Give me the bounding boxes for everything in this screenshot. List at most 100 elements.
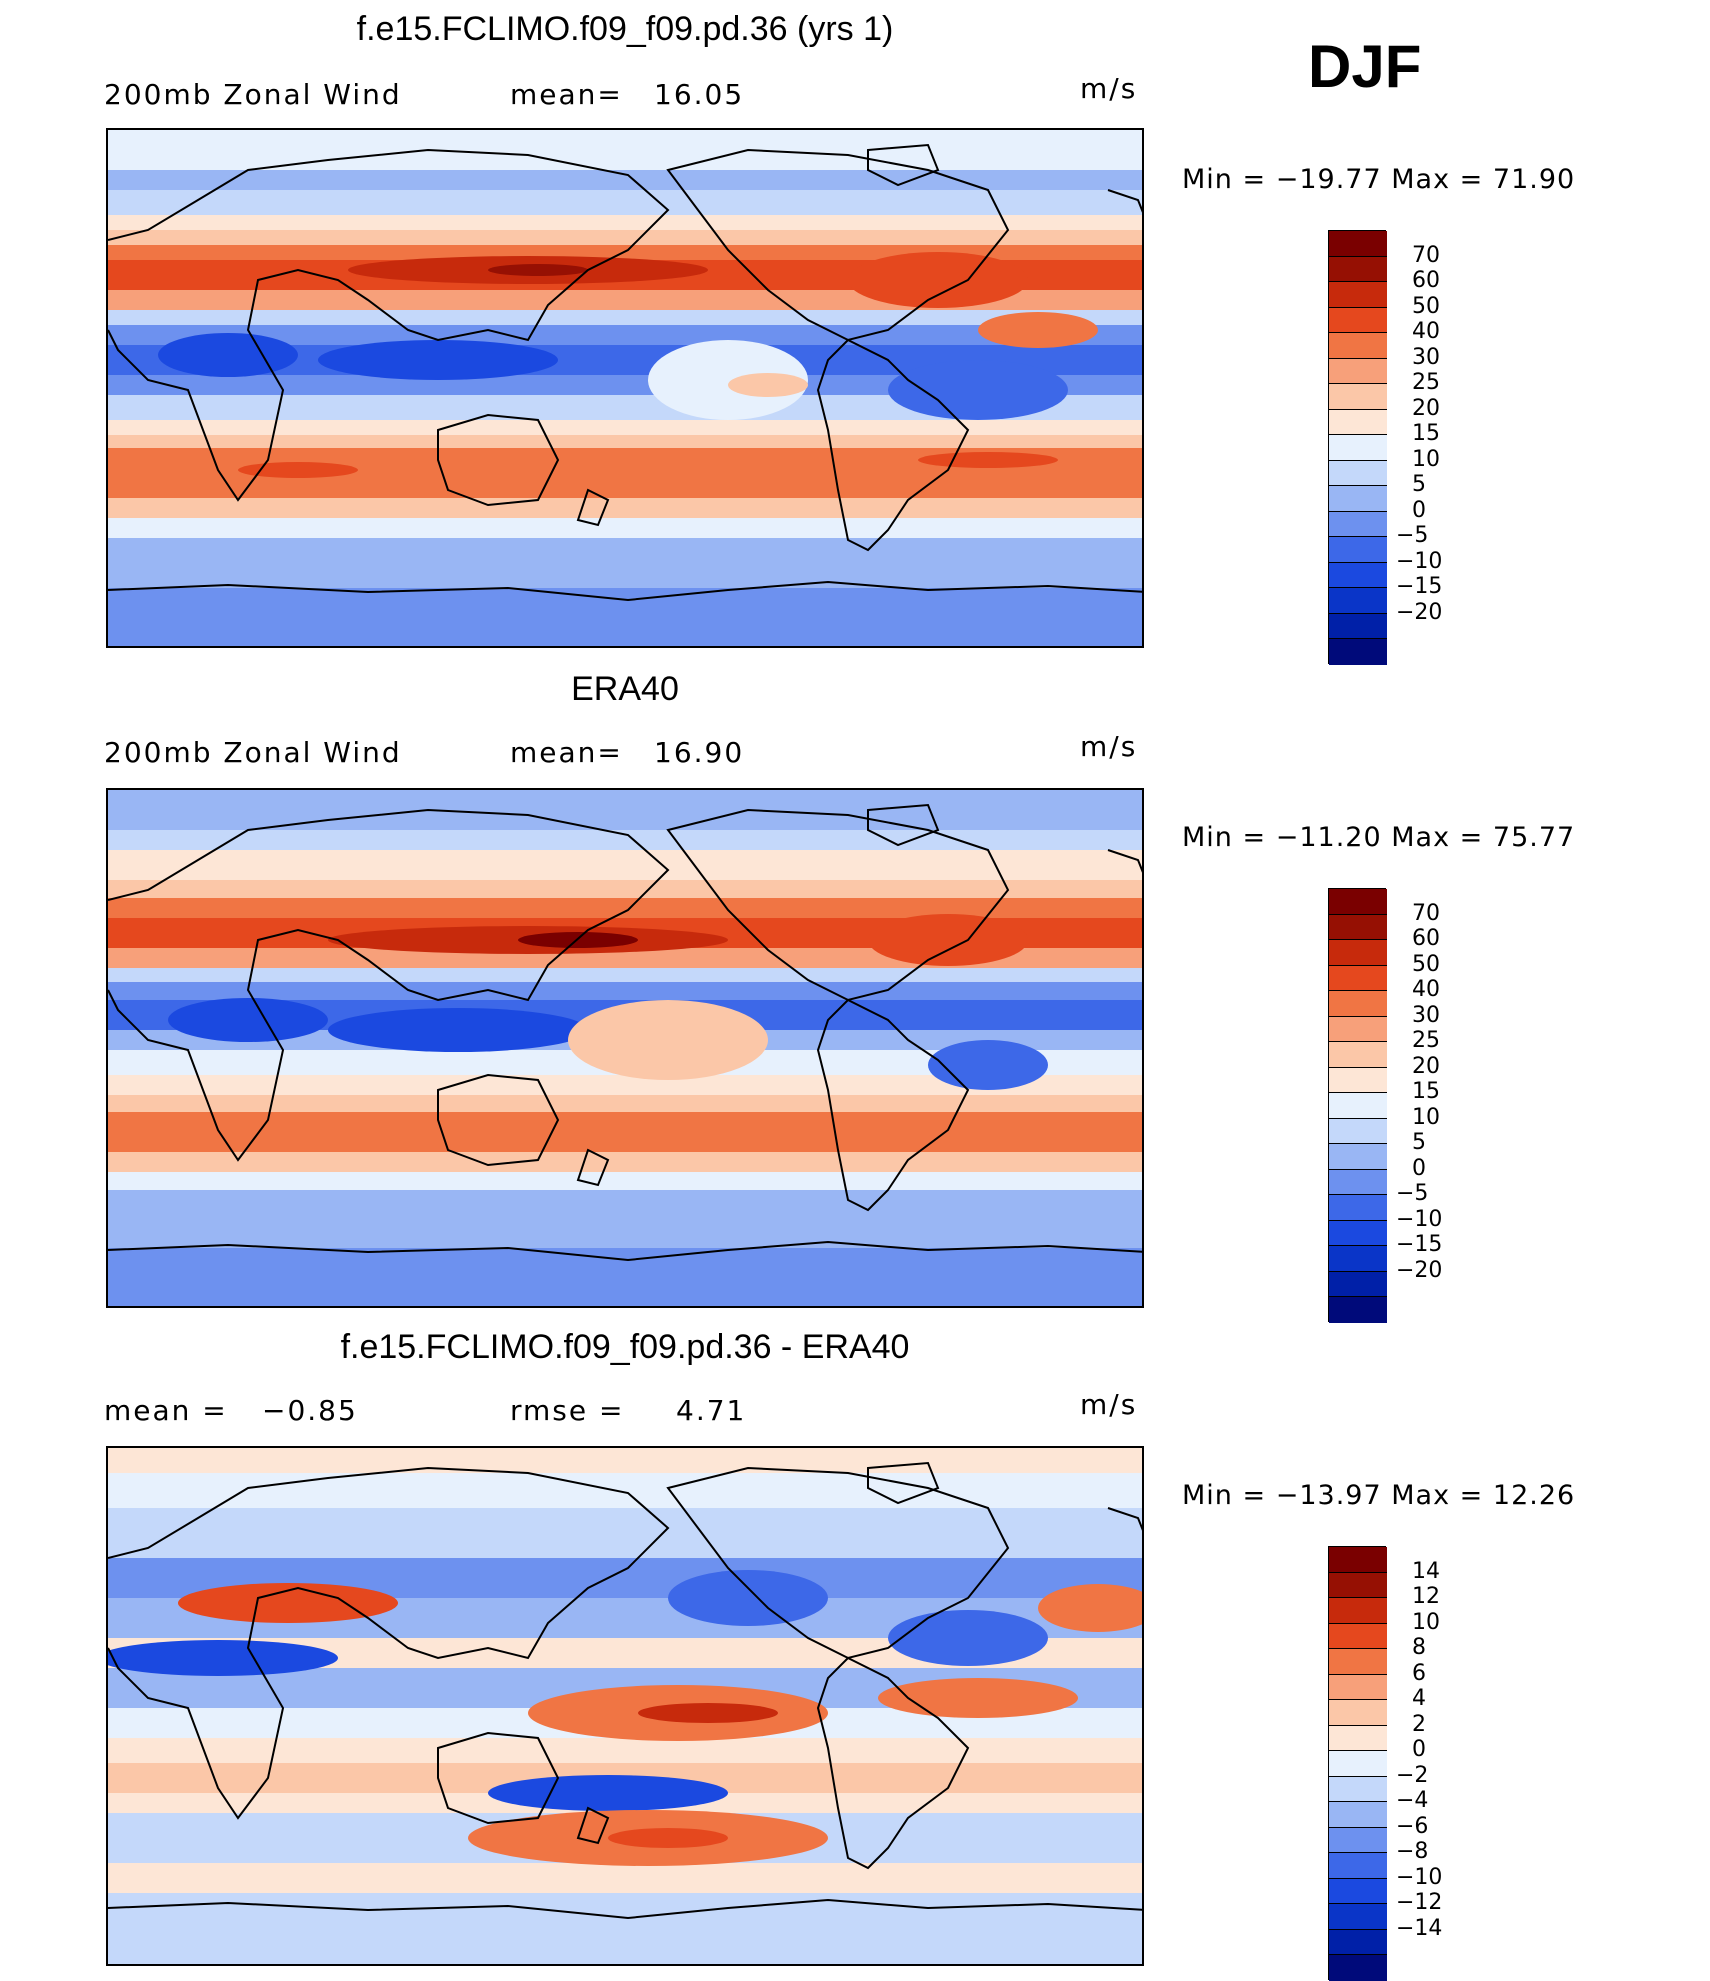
band-salmon-south: [108, 435, 1142, 450]
band-light-blue-trop: [108, 310, 1142, 325]
band-light-blue: [108, 1508, 1142, 1548]
colorbar-tick-label: 40: [1412, 977, 1440, 1002]
colorbar-tick-label: −8: [1396, 1839, 1429, 1864]
colorbar-segment: [1329, 588, 1387, 614]
coastline: [108, 1466, 670, 1820]
colorbar-tick-label: 30: [1412, 1002, 1440, 1028]
coastline: [1107, 849, 1142, 873]
panel-3-rmse-label: rmse =: [510, 1394, 625, 1427]
colorbar-frame: [1328, 888, 1387, 1323]
colorbar-tick-label: −2: [1396, 1762, 1429, 1788]
colorbar-segment: [1329, 1016, 1387, 1042]
colorbar-segment: [1329, 1827, 1387, 1853]
panel-2-max-label: Max: [1391, 822, 1451, 853]
colorbar-segment: [1329, 1169, 1387, 1195]
colorbar-segment: [1329, 231, 1387, 257]
south-jet-core: [238, 462, 358, 478]
band-blue-north: [108, 790, 1142, 830]
colorbar-tick-label: 6: [1412, 1660, 1426, 1686]
coastline: [816, 1656, 970, 1870]
panel-3-minmax: Min = −13.97 Max = 12.26: [1182, 1480, 1576, 1511]
colorbar-tick-label: 25: [1412, 1028, 1440, 1053]
panel-3-map: [106, 1446, 1144, 1966]
panel-3-mean-label: mean =: [104, 1394, 228, 1427]
positive-anomaly-southern-core: [608, 1828, 728, 1848]
colorbar-segment: [1329, 409, 1387, 435]
colorbar-segment: [1329, 1297, 1387, 1323]
band-blue-trop-south: [108, 375, 1142, 395]
band-peach: [108, 850, 1142, 880]
colorbar-segment: [1329, 384, 1387, 410]
colorbar-tick-label: −5: [1396, 1181, 1429, 1206]
colorbar-segment: [1329, 1802, 1387, 1828]
colorbar-tick-label: 0: [1412, 497, 1426, 523]
colorbar-tick-label: 20: [1412, 395, 1440, 421]
pacific-westerly-duct: [648, 340, 808, 420]
colorbar-tick-label: 5: [1412, 1130, 1426, 1155]
colorbar-segment: [1329, 562, 1387, 588]
band-blue-trop: [108, 982, 1142, 1002]
colorbar-segment: [1329, 1093, 1387, 1119]
coastline-overlay: [108, 803, 1142, 1262]
trop-easterly-africa: [158, 333, 298, 377]
colorbar-tick-label: 15: [1412, 1079, 1440, 1104]
trop-easterly-africa: [168, 998, 328, 1042]
band-salmon-south2: [108, 1152, 1142, 1172]
panel-3-min-value: −13.97: [1275, 1480, 1382, 1511]
colorbar-tick-label: 40: [1412, 319, 1440, 344]
band-salmon-south: [108, 1095, 1142, 1115]
panel-3-units: m/s: [1080, 1388, 1138, 1421]
colorbar-tick-label: 2: [1412, 1711, 1426, 1737]
jet-atlantic-east: [978, 312, 1098, 348]
jet-core-atlantic: [848, 252, 1028, 308]
colorbar-segment: [1329, 1623, 1387, 1649]
coastline: [108, 808, 670, 1162]
panel-1-max-label: Max: [1391, 164, 1451, 195]
colorbar-segment: [1329, 1042, 1387, 1068]
coastline: [437, 1731, 560, 1825]
coastline: [108, 580, 1142, 602]
coastline: [867, 803, 940, 847]
panel-2-variable-label: 200mb Zonal Wind: [104, 736, 402, 769]
coastline: [666, 808, 1010, 1002]
trop-easterly-indo: [328, 1008, 588, 1052]
panel-3-mean-value: −0.85: [262, 1394, 358, 1427]
band-light-blue: [108, 190, 1142, 215]
band-orange: [108, 898, 1142, 920]
panel-2-units: m/s: [1080, 730, 1138, 763]
colorbar-tick-label: 50: [1412, 951, 1440, 977]
coastline: [867, 143, 940, 187]
positive-anomaly-pacific-core: [638, 1703, 778, 1723]
colorbar-tick-label: −5: [1396, 523, 1429, 548]
panel-2-max-value: 75.77: [1492, 822, 1576, 853]
colorbar-segment: [1329, 1220, 1387, 1246]
panel-2-minmax: Min = −11.20 Max = 75.77: [1182, 822, 1576, 853]
colorbar-tick-label: 10: [1412, 1104, 1440, 1130]
coastline-overlay: [108, 1461, 1142, 1920]
jet-max-japan: [488, 264, 588, 276]
season-label: DJF: [1308, 33, 1422, 100]
coastline: [1107, 1507, 1142, 1531]
panel-2-map: [106, 788, 1144, 1308]
panel-2-title: ERA40: [571, 670, 679, 708]
colorbar-tick-label: −4: [1396, 1788, 1429, 1813]
colorbar-segment: [1329, 511, 1387, 537]
colorbar-segment: [1329, 486, 1387, 512]
band-blue-north: [108, 170, 1142, 190]
trop-easterly-indo: [318, 340, 558, 380]
colorbar-segment: [1329, 1572, 1387, 1598]
panel-1-variable-label: 200mb Zonal Wind: [104, 78, 402, 111]
colorbar-segment: [1329, 1878, 1387, 1904]
colorbar-tick-label: 25: [1412, 370, 1440, 395]
colorbar-segment: [1329, 1776, 1387, 1802]
colorbar-segment: [1329, 1649, 1387, 1675]
band-orange-south-jet: [108, 1112, 1142, 1152]
colorbar-tick-label: −10: [1396, 548, 1443, 574]
colorbar-segment: [1329, 333, 1387, 359]
colorbar-segment: [1329, 639, 1387, 665]
jet-core-atlantic: [868, 914, 1028, 966]
colorbar-segment: [1329, 1271, 1387, 1297]
colorbar-tick-label: 0: [1412, 1155, 1426, 1181]
colorbar-tick-label: 60: [1412, 268, 1440, 293]
band-blue-south: [108, 1190, 1142, 1250]
